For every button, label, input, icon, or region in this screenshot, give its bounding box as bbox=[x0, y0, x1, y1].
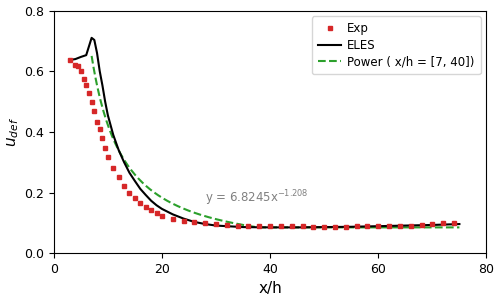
ELES bbox=[102, 100, 108, 103]
Line: Exp: Exp bbox=[68, 58, 456, 229]
ELES bbox=[267, 226, 273, 229]
ELES bbox=[376, 224, 382, 228]
ELES bbox=[180, 217, 186, 220]
ELES bbox=[96, 69, 102, 73]
ELES bbox=[94, 51, 100, 55]
ELES bbox=[110, 133, 116, 137]
X-axis label: x/h: x/h bbox=[258, 281, 282, 297]
Power ( x/h = [7, 40]) bbox=[357, 226, 363, 229]
Power ( x/h = [7, 40]) bbox=[234, 222, 240, 226]
ELES bbox=[202, 222, 208, 226]
Line: ELES: ELES bbox=[70, 38, 460, 227]
Exp bbox=[451, 221, 457, 225]
ELES bbox=[132, 179, 138, 183]
ELES bbox=[121, 160, 127, 164]
ELES bbox=[240, 225, 246, 229]
ELES bbox=[142, 193, 148, 197]
ELES bbox=[321, 225, 327, 229]
Exp bbox=[116, 175, 121, 178]
Legend: Exp, ELES, Power ( x/h = [7, 40]): Exp, ELES, Power ( x/h = [7, 40]) bbox=[312, 16, 480, 74]
Exp bbox=[300, 225, 306, 228]
Exp bbox=[67, 58, 73, 62]
Exp bbox=[121, 184, 127, 188]
Exp bbox=[310, 225, 316, 229]
Power ( x/h = [7, 40]) bbox=[133, 174, 139, 178]
Power ( x/h = [7, 40]) bbox=[355, 226, 361, 229]
Power ( x/h = [7, 40]) bbox=[456, 226, 462, 229]
Line: Power ( x/h = [7, 40]): Power ( x/h = [7, 40]) bbox=[92, 56, 460, 227]
ELES bbox=[159, 207, 165, 211]
ELES bbox=[83, 53, 89, 57]
ELES bbox=[154, 204, 160, 207]
Power ( x/h = [7, 40]) bbox=[321, 226, 327, 229]
Power ( x/h = [7, 40]) bbox=[256, 226, 262, 229]
ELES bbox=[105, 113, 111, 117]
ELES bbox=[78, 55, 84, 59]
ELES bbox=[138, 187, 143, 191]
Power ( x/h = [7, 40]) bbox=[88, 54, 94, 58]
Exp bbox=[100, 136, 105, 140]
ELES bbox=[402, 224, 408, 227]
ELES bbox=[116, 148, 121, 152]
ELES bbox=[72, 57, 78, 61]
ELES bbox=[213, 224, 219, 227]
ELES bbox=[88, 36, 94, 40]
ELES bbox=[348, 225, 354, 229]
ELES bbox=[430, 223, 436, 227]
Exp bbox=[267, 225, 273, 228]
ELES bbox=[126, 171, 132, 175]
ELES bbox=[67, 58, 73, 62]
ELES bbox=[148, 199, 154, 203]
ELES bbox=[456, 222, 462, 226]
Power ( x/h = [7, 40]) bbox=[208, 216, 214, 220]
ELES bbox=[294, 226, 300, 229]
ELES bbox=[192, 220, 198, 224]
ELES bbox=[92, 38, 98, 42]
ELES bbox=[100, 84, 105, 87]
Text: y = 6.8245x$^{-1.208}$: y = 6.8245x$^{-1.208}$ bbox=[205, 188, 308, 208]
Exp bbox=[440, 222, 446, 225]
ELES bbox=[170, 213, 175, 216]
Y-axis label: $u_{def}$: $u_{def}$ bbox=[6, 117, 22, 147]
